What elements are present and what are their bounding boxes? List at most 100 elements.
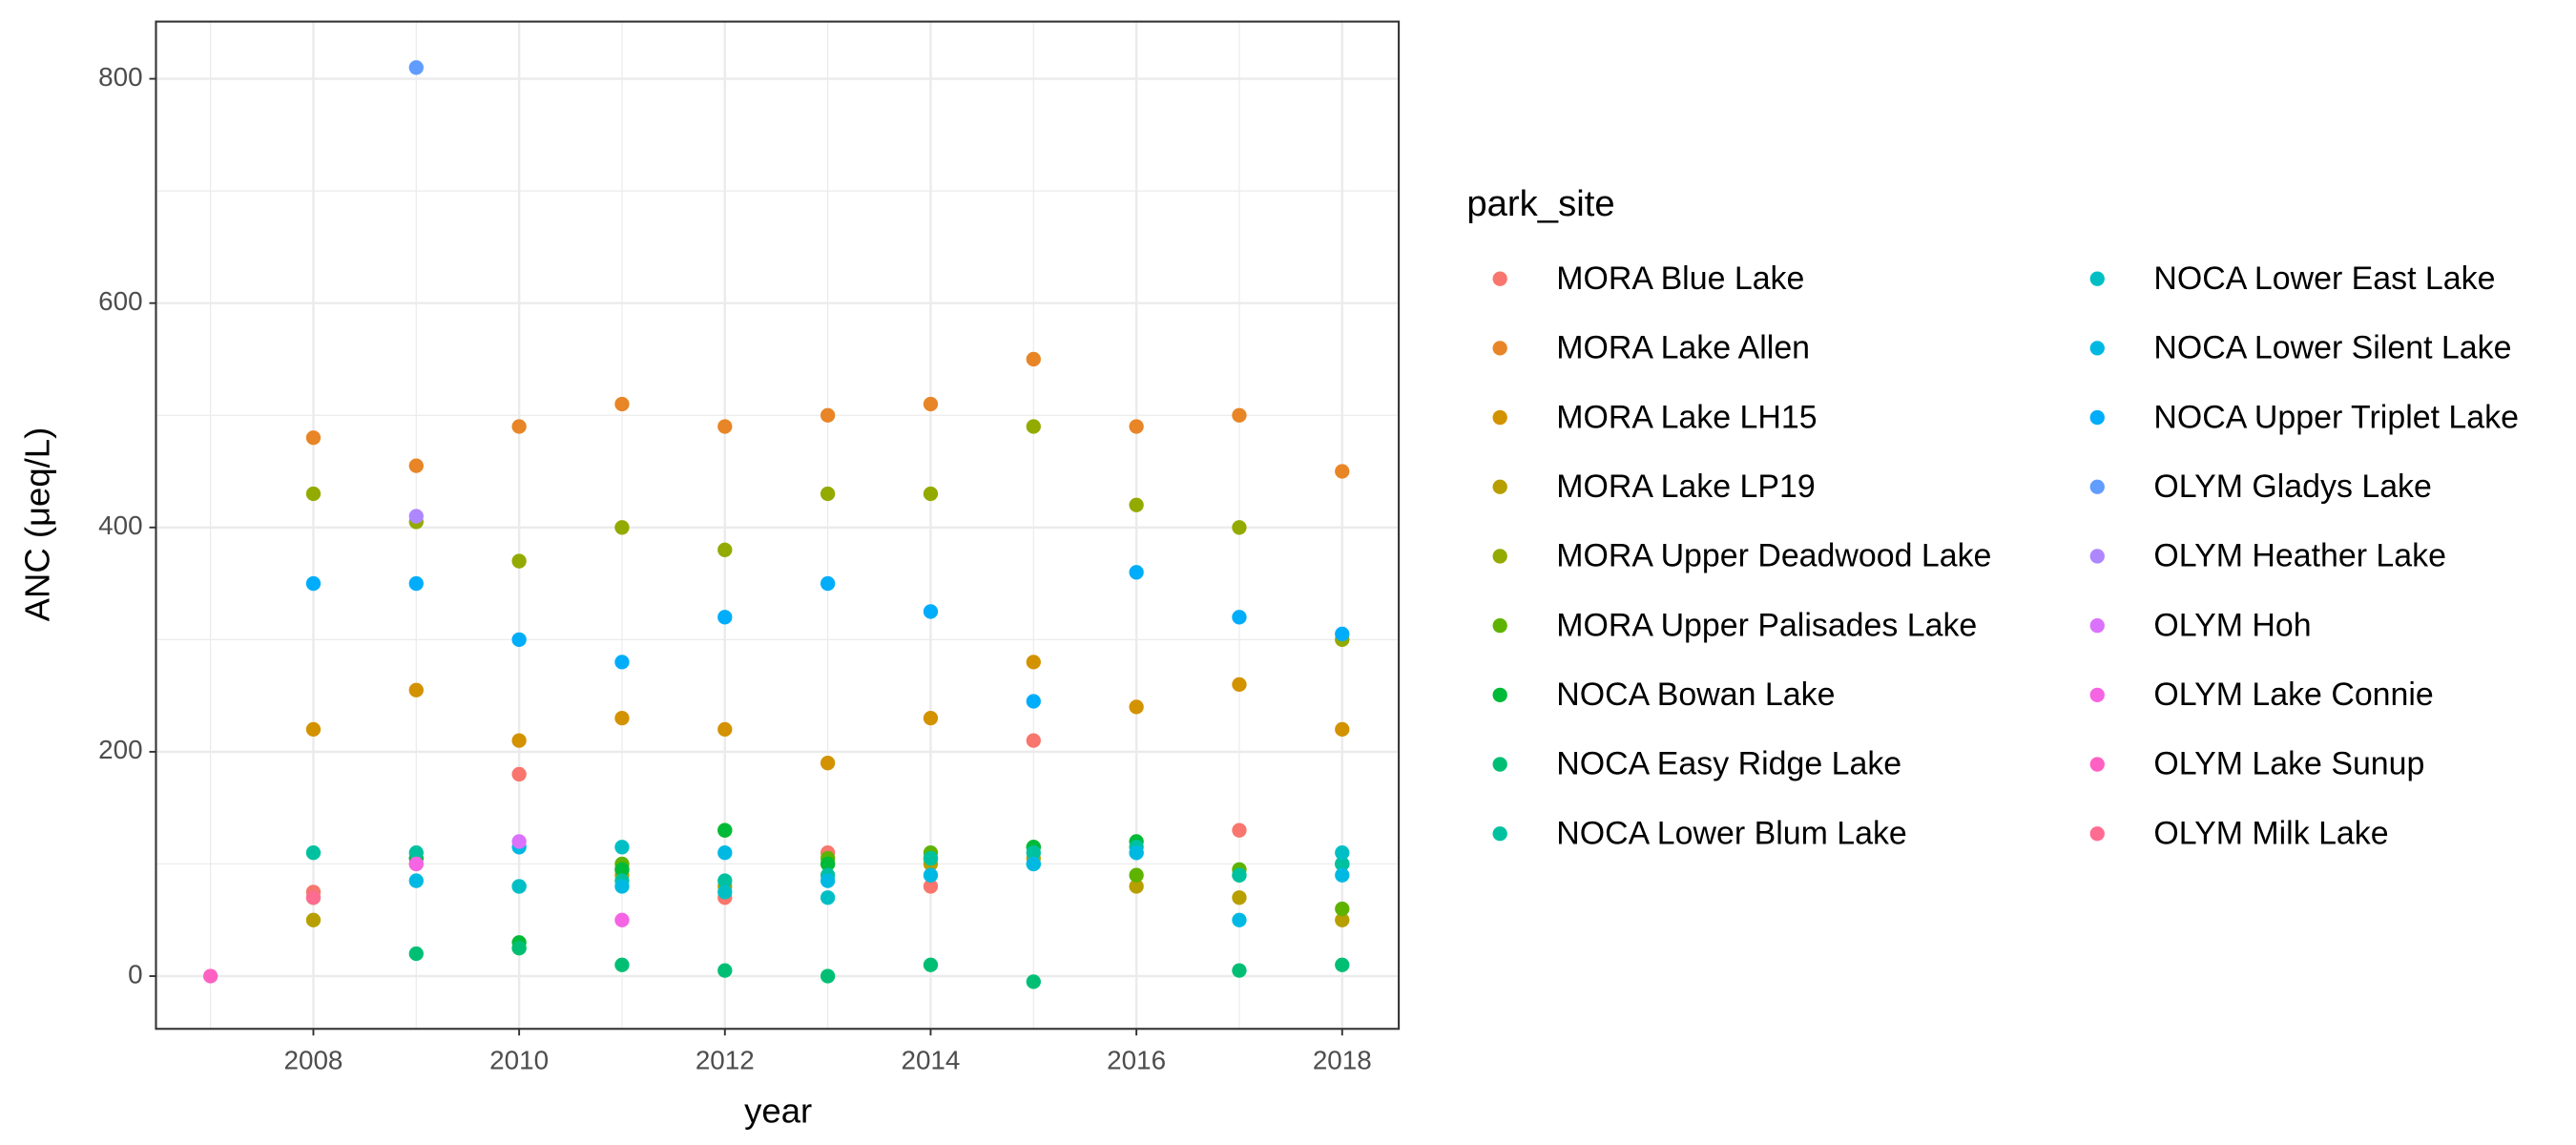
point [923,486,939,502]
point [1232,407,1247,423]
axes: 2008 2010 2012 2014 2016 2018 0 200 400 600 800 [98,62,1372,1074]
point [923,867,939,883]
point [1335,867,1350,883]
point [305,845,322,861]
point [717,419,733,434]
point [1129,565,1144,580]
point [717,845,733,861]
point [1232,677,1247,693]
point [1026,845,1041,861]
legend-label: NOCA Upper Triplet Lake [2153,399,2519,435]
point [614,840,630,855]
y-tick-label: 600 [98,286,142,316]
point [1335,464,1350,479]
point [614,862,630,877]
legend-label: MORA Upper Palisades Lake [1556,607,1977,643]
point [923,396,939,412]
legend-label: MORA Blue Lake [1556,260,1804,297]
legend-label: OLYM Gladys Lake [2153,468,2431,505]
point [1232,912,1247,927]
point [408,682,424,697]
x-tick-label: 2010 [489,1045,549,1074]
point [820,756,836,771]
y-tick-label: 200 [98,735,142,764]
x-tick-label: 2016 [1107,1045,1166,1074]
point [820,968,836,984]
point [923,604,939,619]
point [511,419,527,434]
point [1129,497,1144,512]
point [614,396,630,412]
point [1129,867,1144,883]
point [820,890,836,906]
point [1335,626,1350,642]
x-tick-label: 2008 [284,1045,343,1074]
legend-label: MORA Lake Allen [1556,330,1810,366]
point [923,850,939,866]
point [1129,879,1144,894]
legend-key [2089,479,2105,494]
point [408,873,424,888]
point [408,509,424,524]
y-axis-title: ANC (μeq/L) [17,427,56,622]
legend-label: NOCA Lower Blum Lake [1556,815,1906,851]
point [305,721,322,738]
point [1335,912,1350,927]
point [408,946,424,962]
x-tick-label: 2012 [696,1045,755,1074]
grid [156,21,1400,1030]
legend-label: OLYM Heather Lake [2153,538,2446,574]
point [614,655,630,670]
point [1026,733,1041,748]
point [202,968,218,984]
panel-border [155,20,1401,1030]
legend-key [1492,341,1507,356]
point [820,486,836,502]
point [511,553,527,569]
point [923,957,939,972]
point [717,610,733,625]
legend-key [1492,271,1507,286]
y-tick-label: 0 [128,959,142,989]
point [1232,610,1247,625]
legend-key [1492,618,1507,634]
point [305,575,322,592]
point [717,721,733,738]
point [717,542,733,557]
point [717,822,733,838]
point [511,733,527,748]
point [1335,901,1350,917]
point [614,879,630,894]
point [820,856,836,872]
point [1026,419,1041,434]
point [511,766,527,782]
point [923,879,939,894]
point [305,486,322,502]
point [1335,845,1350,861]
legend-label: NOCA Bowan Lake [1556,677,1835,713]
legend-key [2089,618,2105,634]
point [1232,963,1247,978]
legend-key [1492,479,1507,494]
point [1026,351,1041,367]
point [305,430,322,446]
point [511,632,527,647]
points [202,60,1350,989]
point [1335,721,1350,738]
legend-key [1492,409,1507,426]
point [1232,520,1247,535]
point [717,963,733,978]
point [1335,856,1350,872]
legend-key [2089,687,2105,702]
point [511,834,527,849]
legend-key [1492,826,1507,842]
legend-key [1492,687,1507,702]
point [1335,957,1350,972]
point [408,575,424,592]
point [614,710,630,726]
point [1026,856,1041,872]
point [614,957,630,972]
legend-label: NOCA Lower Silent Lake [2153,330,2511,366]
legend-key [2089,341,2105,356]
point [820,873,836,888]
